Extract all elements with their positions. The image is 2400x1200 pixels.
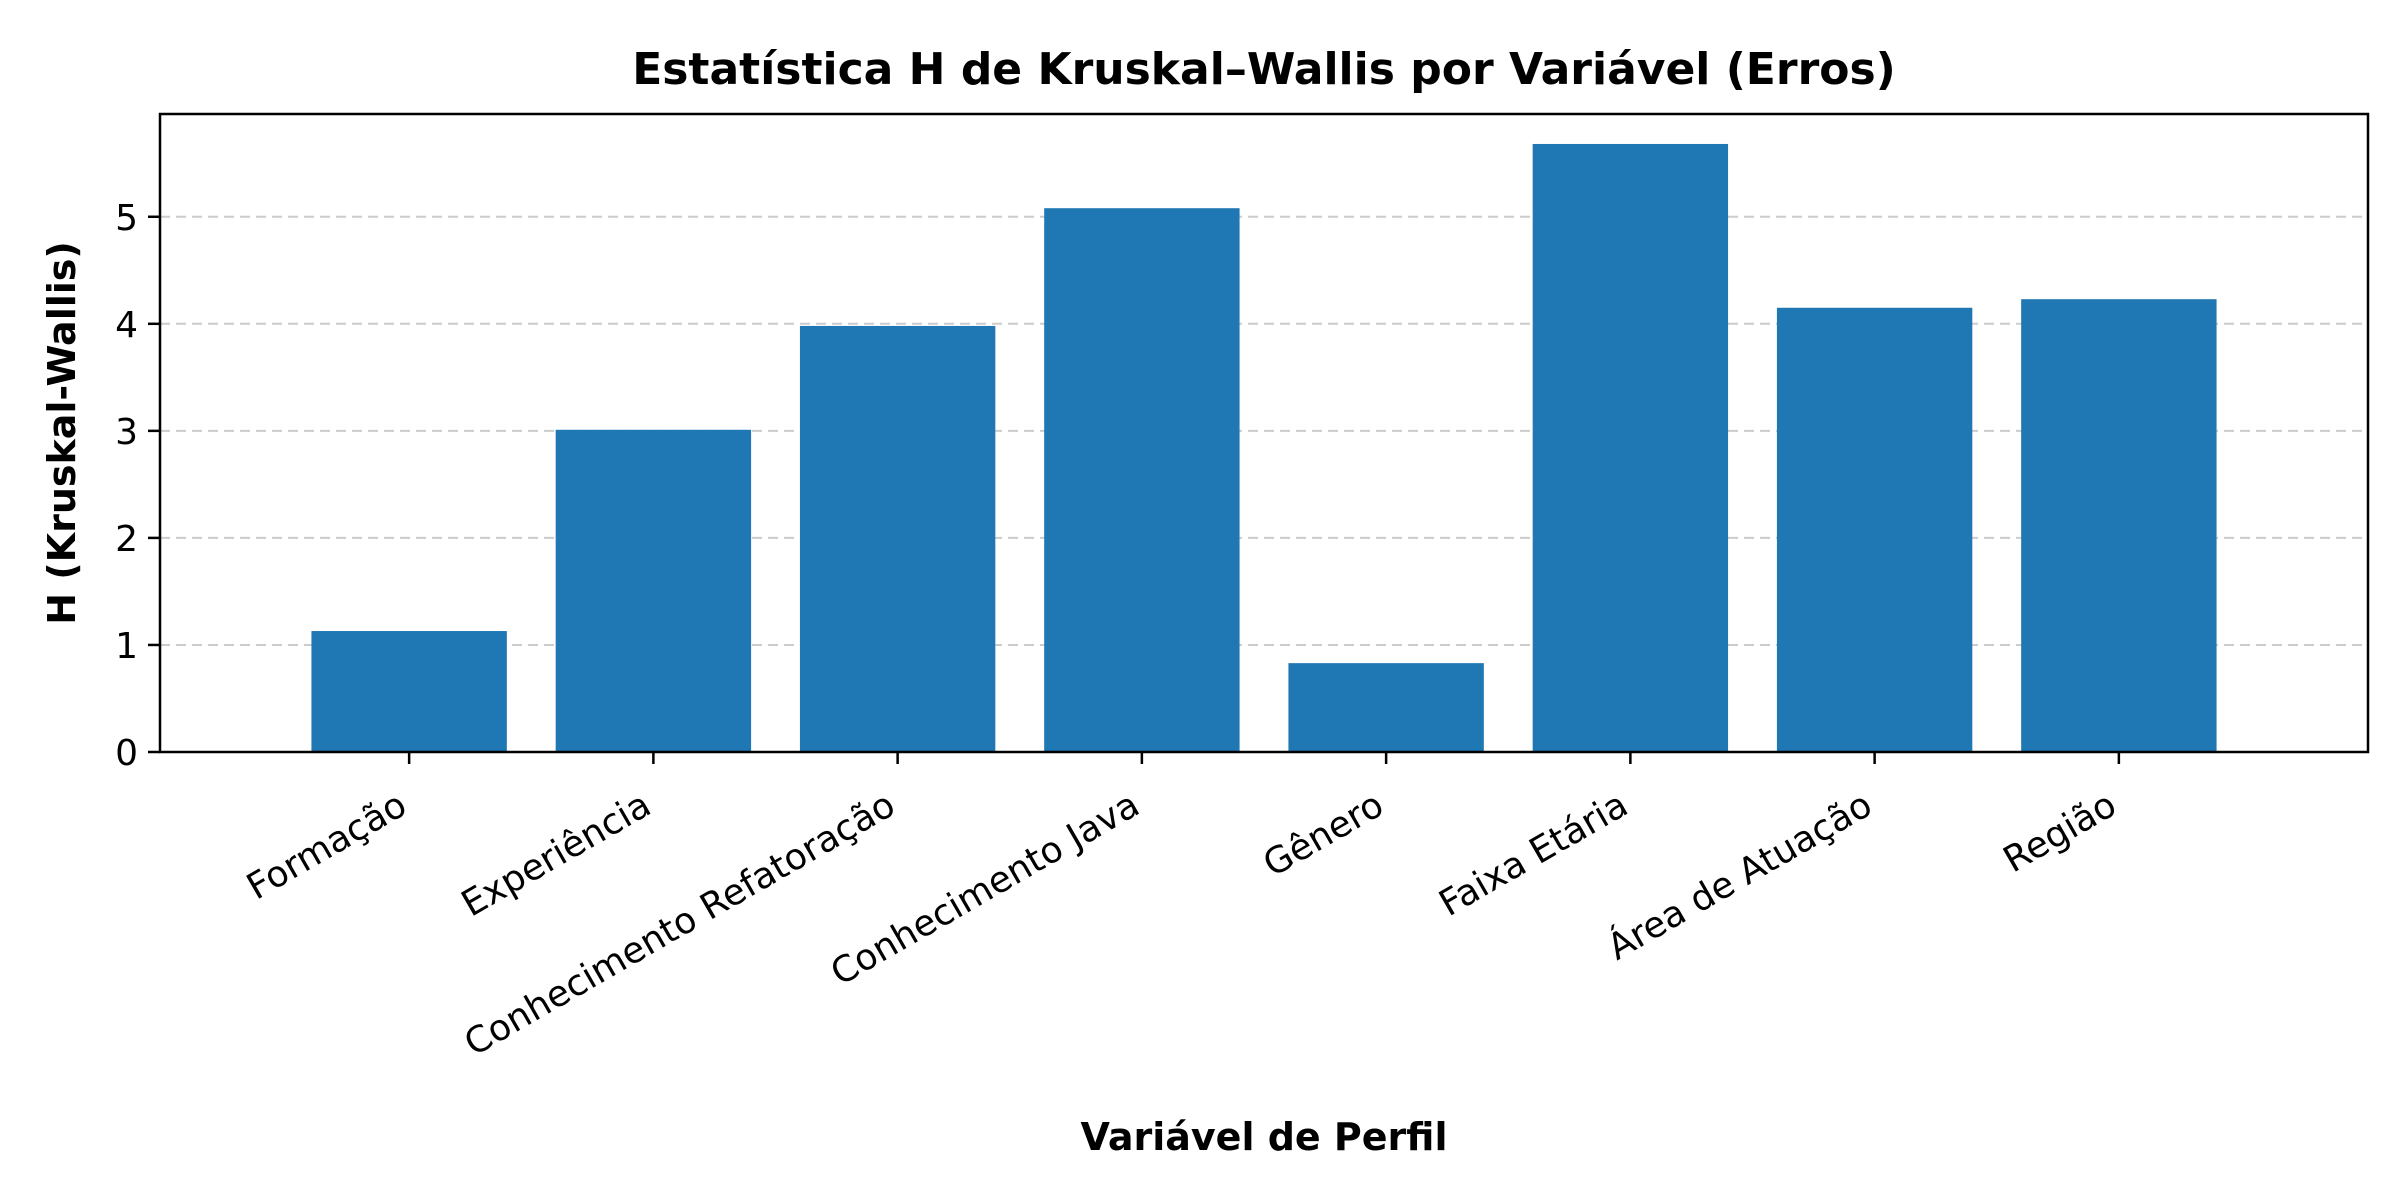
y-axis-label: H (Kruskal-Wallis) — [40, 241, 84, 625]
y-axis-ticks: 0 1 2 3 4 5 — [115, 198, 160, 774]
x-tick-label: Formação — [240, 784, 413, 908]
x-axis-label: Variável de Perfil — [1081, 1115, 1448, 1159]
bar — [2021, 299, 2217, 752]
bar — [1776, 307, 1973, 752]
y-tick-label: 3 — [115, 412, 138, 453]
bar — [1044, 208, 1240, 752]
y-tick-label: 1 — [115, 626, 138, 667]
x-tick-label: Região — [1997, 784, 2124, 881]
bar — [555, 429, 752, 752]
x-tick-label: Área de Atuação — [1600, 783, 1879, 968]
y-tick-label: 2 — [115, 519, 138, 560]
y-tick-label: 5 — [115, 198, 138, 239]
grid-lines — [160, 215, 2368, 646]
bar — [1532, 143, 1729, 753]
y-tick-label: 4 — [115, 305, 138, 346]
bars — [311, 143, 2217, 753]
bar — [311, 631, 507, 752]
x-tick-label: Gênero — [1257, 784, 1391, 885]
bar — [799, 325, 996, 752]
x-tick-label: Faixa Etária — [1432, 784, 1634, 925]
y-tick-label: 0 — [115, 733, 138, 774]
plot-frame — [158, 112, 2370, 754]
x-tick-label: Experiência — [455, 784, 658, 925]
x-tick-label: Conhecimento Refatoração — [458, 784, 902, 1064]
bar — [1288, 663, 1484, 752]
chart-title: Estatística H de Kruskal–Wallis por Vari… — [632, 44, 1896, 95]
